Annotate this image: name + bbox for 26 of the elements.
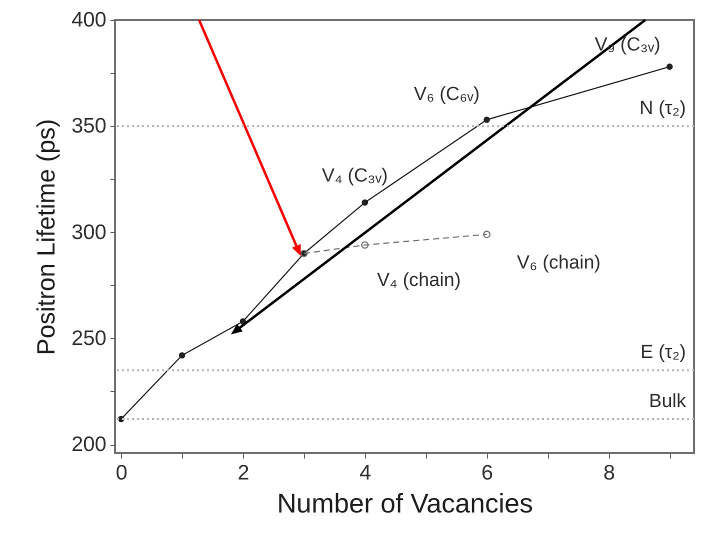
point [178, 352, 186, 359]
ref-line-label: N (τ₂) [639, 98, 686, 120]
x-tick-label: 8 [603, 462, 616, 484]
x-tick-label: 4 [360, 462, 372, 484]
point [361, 241, 369, 249]
point [483, 230, 491, 238]
y-tick-label: 250 [71, 326, 106, 350]
y-axis-title: Positron Lifetime (ps) [32, 118, 60, 356]
x-axis-title: Number of Vacancies [276, 488, 534, 518]
ref-line-label: Bulk [649, 391, 686, 412]
point [666, 64, 673, 70]
annotation: V₉ (C₃ᵥ) [594, 34, 660, 56]
point [484, 116, 490, 123]
y-tick-label: 400 [71, 8, 106, 32]
annotation: V₄ (chain) [376, 270, 461, 291]
x-tick-label: 2 [238, 462, 250, 484]
annotation: V₆ (chain) [516, 252, 601, 274]
annotation: V₄ (C₃ᵥ) [322, 166, 388, 187]
y-tick-label: 300 [71, 220, 106, 244]
y-tick-label: 200 [71, 433, 106, 456]
ref-line-label: E (τ₂) [640, 342, 686, 364]
point [362, 199, 368, 206]
y-tick-label: 350 [71, 114, 106, 138]
x-tick-label: 0 [116, 462, 128, 484]
x-tick-label: 6 [481, 462, 494, 484]
annotation: V₆ (C₆ᵥ) [414, 84, 480, 105]
